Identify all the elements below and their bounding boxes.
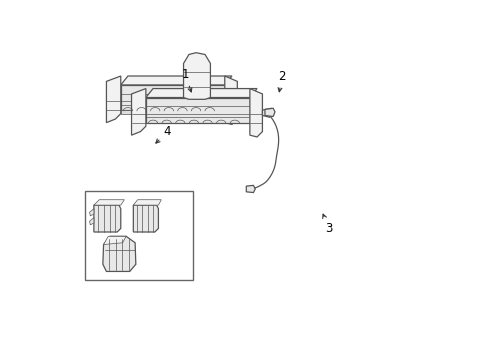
Polygon shape [246,185,255,193]
Polygon shape [121,110,224,114]
Text: 1: 1 [181,68,191,92]
Polygon shape [224,76,237,125]
Bar [85,191,192,280]
Polygon shape [145,98,249,123]
Polygon shape [133,205,158,232]
Text: 3: 3 [322,214,332,235]
Text: 2: 2 [278,69,285,92]
Polygon shape [249,89,262,137]
Polygon shape [102,236,136,271]
Polygon shape [89,218,94,225]
Polygon shape [89,209,94,216]
Polygon shape [264,108,274,117]
Polygon shape [133,200,161,205]
Polygon shape [106,76,121,123]
Polygon shape [145,89,257,98]
Text: 4: 4 [156,125,171,143]
Polygon shape [121,85,224,110]
Polygon shape [131,89,145,135]
Polygon shape [103,236,126,244]
Polygon shape [262,108,273,117]
Polygon shape [183,53,210,99]
Polygon shape [121,76,231,85]
Polygon shape [94,200,124,205]
Polygon shape [94,205,121,232]
